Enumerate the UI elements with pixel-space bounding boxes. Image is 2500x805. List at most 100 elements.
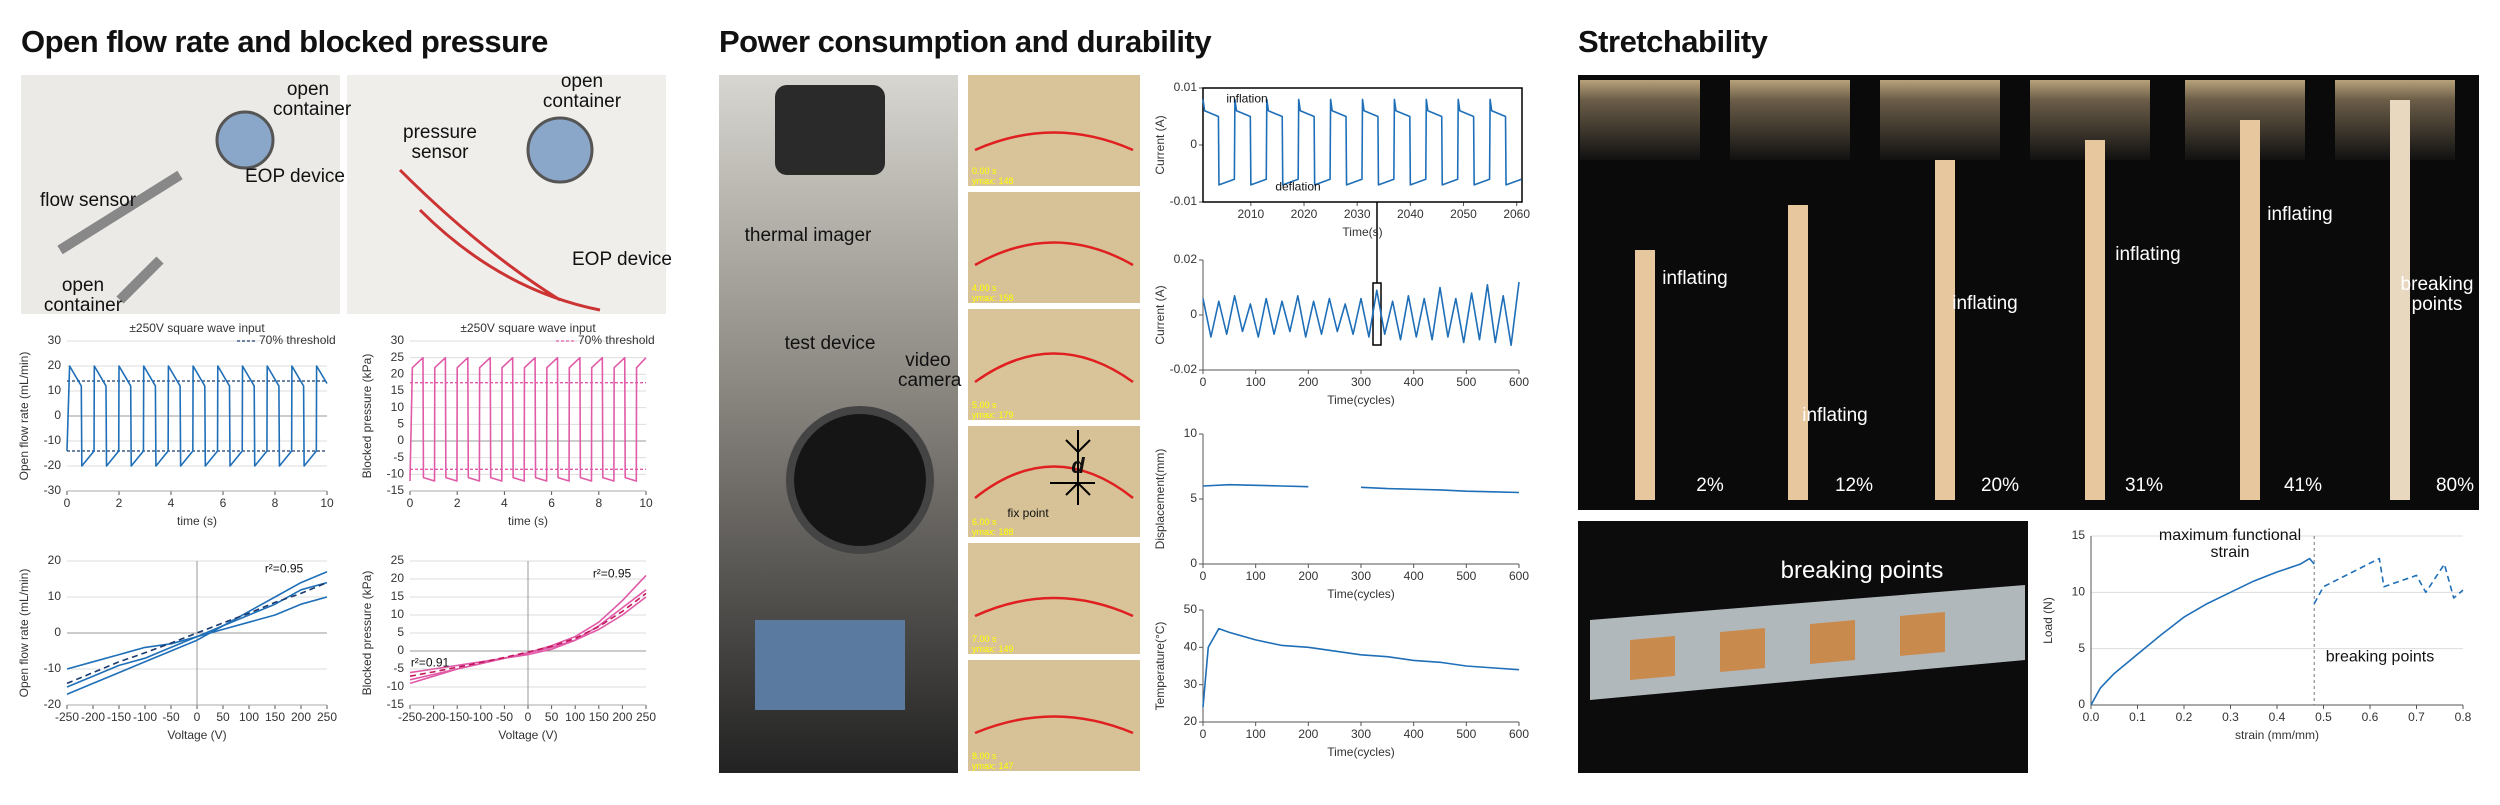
frame-mark: d [1071, 453, 1085, 478]
x-tick-label: 300 [1351, 375, 1371, 389]
photo-detail [526, 116, 594, 184]
x-tick-label: 100 [1246, 727, 1266, 741]
y-tick-label: -5 [393, 450, 404, 464]
x-tick-label: 50 [545, 710, 559, 724]
y-tick-label: 15 [391, 383, 405, 397]
x-tick-label: 600 [1509, 569, 1529, 583]
photo-label: EOP device [572, 249, 672, 270]
y-tick-label: 50 [1184, 602, 1198, 616]
x-tick-label: -200 [422, 710, 446, 724]
machine [1880, 80, 2000, 160]
series-line [66, 365, 328, 467]
frame-mark: fix point [1007, 506, 1049, 520]
x-tick-label: 500 [1456, 375, 1476, 389]
photo-label: open container [273, 79, 352, 120]
y-tick-label: 0 [1190, 137, 1197, 151]
x-axis-label: Time(cycles) [1327, 587, 1395, 601]
y-tick-label: 0 [54, 625, 61, 639]
x-tick-label: 0.3 [2222, 710, 2239, 724]
annotation: r²=0.91 [410, 655, 450, 670]
photo-label: flow sensor [39, 190, 137, 211]
chart-title: ±250V square wave input [129, 321, 265, 335]
y-axis-label: Current (A) [1153, 285, 1167, 344]
x-tick-label: -150 [445, 710, 469, 724]
x-tick-label: 400 [1404, 569, 1424, 583]
frame-ymax: ymax: 158 [972, 293, 1014, 303]
stretch-label: breaking points [2400, 274, 2474, 315]
y-tick-label: 15 [2072, 528, 2086, 542]
x-tick-label: 200 [291, 710, 311, 724]
x-tick-label: 0.7 [2408, 710, 2425, 724]
stretch-label: inflating [1662, 268, 1728, 289]
x-tick-label: 6 [220, 496, 227, 510]
sample [1788, 205, 1808, 500]
y-tick-label: -0.01 [1170, 194, 1198, 208]
x-axis-label: Time(cycles) [1327, 745, 1395, 759]
strain-label: 12% [1834, 475, 1874, 496]
x-tick-label: 2040 [1397, 207, 1424, 221]
strain-label: 41% [2283, 475, 2323, 496]
series-line [1202, 281, 1520, 347]
y-tick-label: -10 [387, 467, 405, 481]
x-tick-label: 10 [320, 496, 334, 510]
y-tick-label: 0.01 [1174, 80, 1198, 94]
frame-time: 5.00 s [972, 400, 997, 410]
section-title: Power consumption and durability [719, 24, 1212, 59]
y-axis-label: Current (A) [1153, 115, 1167, 174]
x-tick-label: 200 [612, 710, 632, 724]
y-tick-label: 20 [48, 358, 62, 372]
y-tick-label: 0.02 [1174, 252, 1198, 266]
sample [2240, 120, 2260, 500]
y-tick-label: -10 [44, 433, 62, 447]
y-axis-label: Open flow rate (mL/min) [17, 569, 31, 698]
frame [968, 309, 1140, 420]
series-line [66, 596, 328, 670]
y-axis-label: Displacement(mm) [1153, 449, 1167, 550]
x-tick-label: 100 [565, 710, 585, 724]
x-tick-label: 0 [525, 710, 532, 724]
x-tick-label: 2 [116, 496, 123, 510]
y-tick-label: 30 [48, 333, 62, 347]
x-tick-label: 2020 [1291, 207, 1318, 221]
displacement-marker [1050, 430, 1095, 505]
y-tick-label: -5 [393, 661, 404, 675]
frame-ymax: ymax: 188 [972, 527, 1014, 537]
series-line [2313, 557, 2464, 604]
x-tick-label: 2060 [1503, 207, 1530, 221]
stretch-label: inflating [1952, 293, 2018, 314]
x-tick-label: 0.2 [2176, 710, 2193, 724]
annotation: breaking points [2325, 648, 2435, 666]
x-tick-label: 50 [216, 710, 230, 724]
y-tick-label: -15 [387, 483, 405, 497]
series-line [66, 581, 328, 685]
machine [1730, 80, 1850, 160]
legend-label: 70% threshold [578, 333, 655, 347]
y-tick-label: 5 [397, 417, 404, 431]
x-tick-label: -250 [55, 710, 79, 724]
stretch-label: inflating [2267, 204, 2333, 225]
x-tick-label: 150 [589, 710, 609, 724]
x-tick-label: 0 [1200, 727, 1207, 741]
frame-ymax: ymax: 179 [972, 410, 1014, 420]
y-tick-label: 0 [54, 408, 61, 422]
annotation: inflation [1226, 91, 1268, 106]
strain-label: 80% [2435, 475, 2475, 496]
sample [2390, 100, 2410, 500]
actuator-cells [1630, 612, 1945, 680]
photo-label: open container [542, 71, 622, 112]
y-tick-label: 0 [1190, 556, 1197, 570]
photo-stretch [1578, 75, 2479, 510]
y-tick-label: 20 [391, 571, 405, 585]
frame-time: 4.00 s [972, 283, 997, 293]
x-tick-label: 500 [1456, 727, 1476, 741]
x-axis-label: Voltage (V) [167, 728, 226, 742]
frame-time: 8.00 s [972, 751, 997, 761]
x-tick-label: -50 [162, 710, 180, 724]
y-tick-label: 0 [2078, 697, 2085, 711]
y-tick-label: 20 [48, 553, 62, 567]
x-tick-label: 100 [1246, 569, 1266, 583]
frame [968, 426, 1140, 537]
x-tick-label: 2 [454, 496, 461, 510]
photo-detail [786, 406, 934, 554]
legend-label: 70% threshold [259, 333, 336, 347]
